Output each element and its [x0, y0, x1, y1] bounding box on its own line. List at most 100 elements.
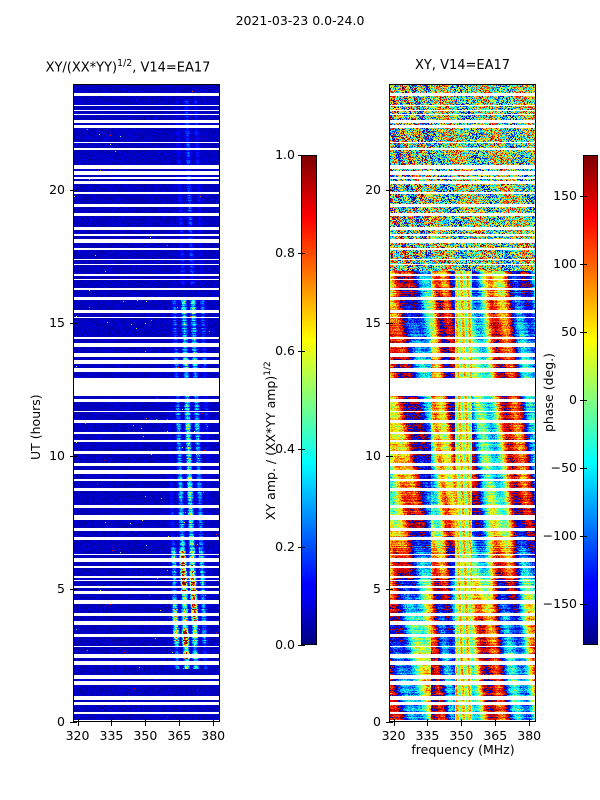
colorbar-tick-label: −100	[542, 528, 577, 544]
ytick-mark	[385, 722, 389, 723]
ytick-mark	[69, 323, 73, 325]
ytick-label: 10	[49, 448, 65, 464]
xtick-mark-inner	[393, 718, 395, 722]
ytick-mark-inner	[73, 589, 77, 591]
ytick-label: 20	[365, 182, 381, 198]
ytick-mark	[69, 722, 73, 723]
xtick-label: 335	[99, 728, 124, 743]
heatmap-phase-axes[interactable]	[389, 84, 536, 722]
colorbar-tick-label: 50	[561, 323, 577, 339]
colorbar-tick-mark	[579, 195, 583, 197]
xtick-mark-inner	[77, 718, 79, 722]
colorbar-tick-label: 100	[553, 255, 577, 271]
xtick-mark-inner	[427, 718, 429, 722]
colorbar-tick-mark	[297, 155, 301, 156]
xtick-mark-inner	[145, 718, 147, 722]
ytick-mark-inner	[73, 456, 77, 458]
amplitude-ylabel: UT (hours)	[28, 394, 43, 460]
xtick-label: 350	[449, 728, 474, 743]
amplitude-colorbar-label-main: XY amp. / (XX*YY amp)	[263, 375, 279, 520]
colorbar-tick-mark-inner	[583, 400, 587, 401]
colorbar-tick-mark-inner	[583, 604, 587, 606]
ytick-mark-inner	[73, 722, 77, 723]
panel-title-amplitude: XY/(XX*YY)1/2, V14=EA17	[33, 58, 223, 75]
phase-colorbar-gradient	[584, 156, 597, 644]
ytick-mark	[69, 190, 73, 192]
xtick-label: 350	[133, 728, 158, 743]
ytick-label: 0	[57, 714, 65, 729]
figure-suptitle: 2021-03-23 0.0-24.0	[235, 13, 365, 28]
colorbar-tick-label: 0	[569, 392, 577, 407]
xtick-mark	[427, 722, 429, 726]
colorbar-tick-mark-inner	[301, 645, 305, 646]
ytick-mark-inner	[389, 323, 393, 325]
ytick-mark-inner	[73, 190, 77, 192]
panel-title-phase-main: XY, V14=EA17	[414, 58, 511, 73]
ytick-mark-inner	[389, 589, 393, 591]
heatmap-phase-raster	[390, 85, 535, 721]
colorbar-tick-label: 0.4	[275, 441, 295, 456]
xtick-label: 365	[483, 728, 508, 743]
xtick-mark-inner	[213, 718, 215, 722]
colorbar-tick-label: −50	[550, 460, 577, 476]
panel-title-amplitude-tail: , V14=EA17	[132, 60, 211, 76]
colorbar-tick-mark-inner	[301, 449, 305, 450]
amplitude-colorbar[interactable]	[301, 155, 317, 645]
colorbar-tick-mark	[579, 400, 583, 401]
colorbar-tick-label: 150	[553, 187, 577, 203]
xtick-mark	[529, 722, 531, 726]
panel-title-amplitude-main: XY/(XX*YY)	[45, 60, 118, 76]
xtick-mark	[77, 722, 79, 726]
colorbar-tick-mark-inner	[583, 468, 587, 470]
ytick-mark	[385, 190, 389, 192]
xtick-mark	[495, 722, 497, 726]
colorbar-tick-mark	[297, 449, 301, 450]
colorbar-tick-mark	[579, 331, 583, 333]
xtick-mark	[179, 722, 181, 726]
colorbar-tick-mark	[579, 604, 583, 606]
colorbar-tick-mark-inner	[583, 536, 587, 538]
phase-colorbar-label-main: phase (deg.)	[541, 353, 556, 432]
colorbar-tick-mark-inner	[301, 351, 305, 352]
ytick-label: 15	[49, 315, 65, 331]
ytick-mark	[69, 589, 73, 591]
xtick-label: 320	[65, 728, 90, 743]
ytick-label: 5	[373, 581, 381, 597]
ytick-label: 20	[49, 182, 65, 198]
colorbar-tick-label: 0.6	[275, 343, 295, 358]
heatmap-amplitude-axes[interactable]	[73, 84, 220, 722]
ytick-mark-inner	[389, 722, 393, 723]
colorbar-tick-label: 0.0	[275, 637, 295, 652]
xtick-mark-inner	[529, 718, 531, 722]
colorbar-tick-label: 0.2	[275, 539, 295, 554]
ytick-mark	[385, 589, 389, 591]
xtick-label: 335	[415, 728, 440, 743]
phase-axes-ticks	[385, 84, 536, 726]
colorbar-tick-mark	[297, 253, 301, 254]
frequency-xlabel: frequency (MHz)	[411, 742, 515, 757]
colorbar-tick-mark-inner	[301, 253, 305, 254]
ytick-mark-inner	[389, 190, 393, 192]
ytick-label: 5	[57, 581, 65, 597]
amplitude-axes-ticks	[69, 84, 220, 726]
ytick-mark	[385, 456, 389, 458]
ytick-mark	[69, 456, 73, 458]
colorbar-tick-mark-inner	[301, 547, 305, 548]
xtick-mark-inner	[111, 718, 113, 722]
xtick-mark-inner	[495, 718, 497, 722]
xtick-label: 380	[201, 728, 226, 743]
ytick-mark-inner	[73, 323, 77, 325]
colorbar-tick-mark	[297, 645, 301, 646]
phase-colorbar-ticks	[579, 155, 598, 645]
colorbar-tick-mark	[297, 547, 301, 548]
colorbar-tick-mark	[297, 351, 301, 352]
heatmap-amplitude-raster	[74, 85, 219, 721]
colorbar-tick-mark	[579, 468, 583, 470]
colorbar-tick-mark	[579, 263, 583, 265]
colorbar-tick-mark-inner	[583, 263, 587, 265]
ytick-label: 10	[365, 448, 381, 464]
colorbar-tick-label: 1.0	[275, 147, 295, 162]
ytick-mark-inner	[389, 456, 393, 458]
xtick-mark-inner	[461, 718, 463, 722]
